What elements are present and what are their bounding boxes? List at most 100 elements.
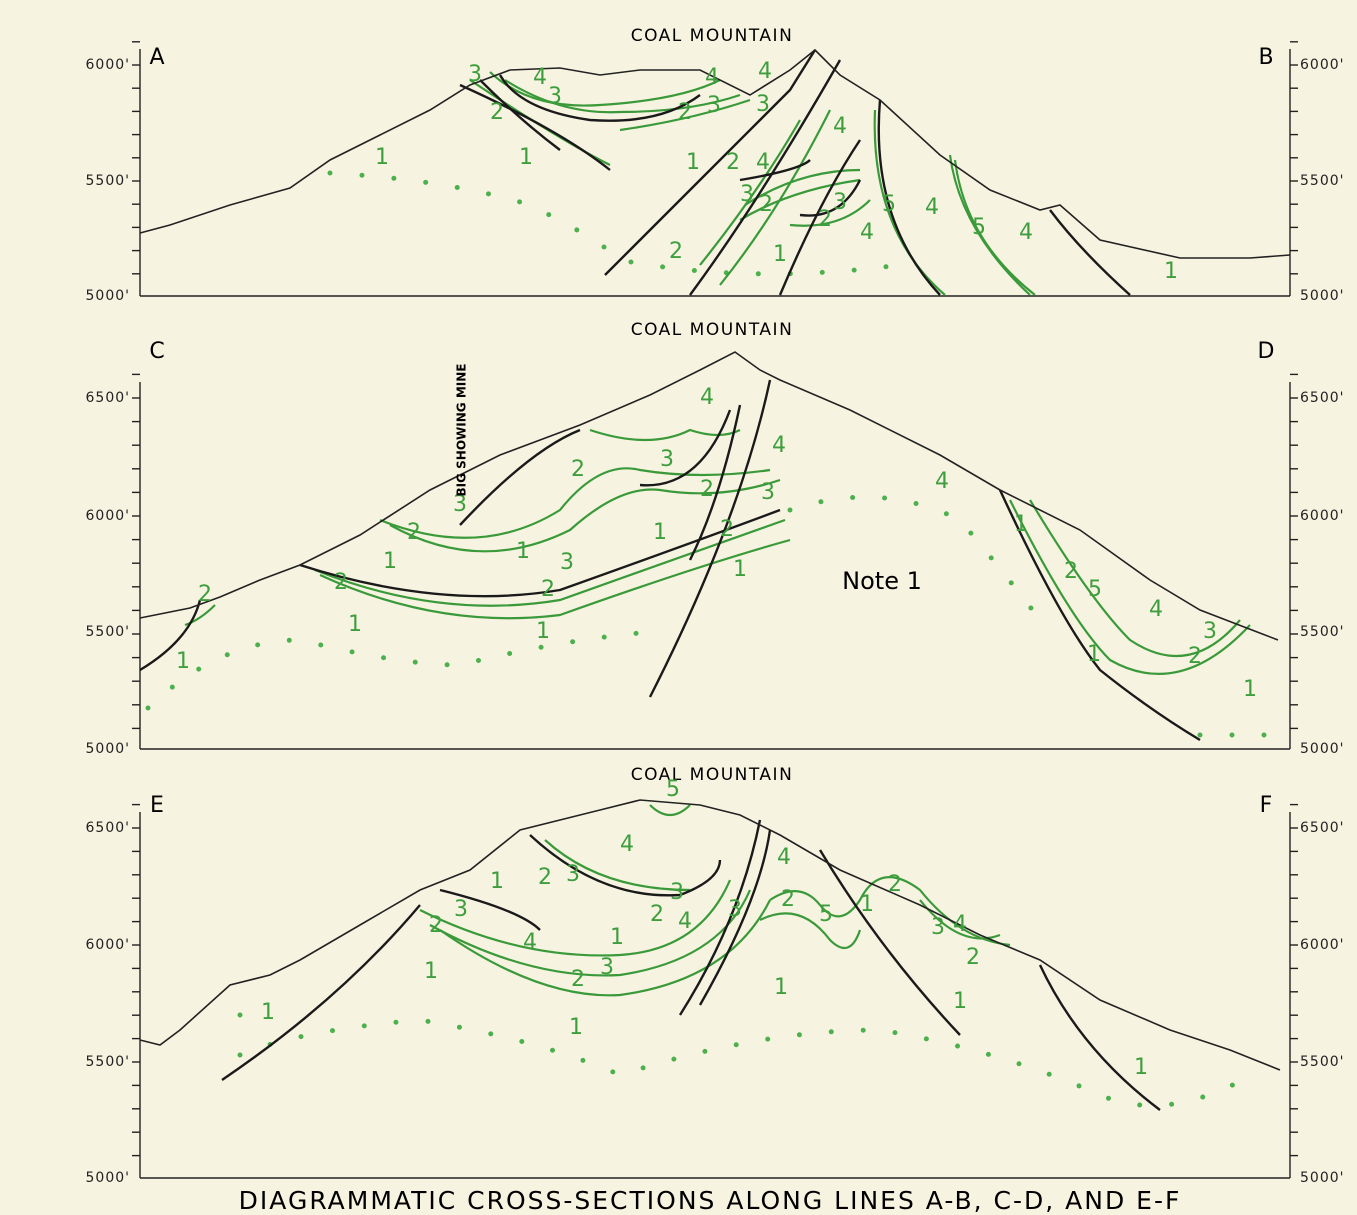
bed-contact — [429, 889, 752, 977]
unit-label: 2 — [818, 207, 832, 232]
bed-contact — [649, 804, 691, 817]
section-end: D — [1258, 339, 1275, 364]
elevation-label: 5500' — [1300, 1054, 1344, 1070]
unit-label: 4 — [756, 150, 770, 175]
unit-label: 5 — [1088, 577, 1102, 602]
elevation-label: 6000' — [86, 937, 130, 953]
elevation-label: 5500' — [86, 624, 130, 640]
unit-label: 4 — [620, 832, 634, 857]
topography — [139, 351, 1279, 641]
unit-label: 3 — [548, 84, 562, 109]
unit-label: 4 — [533, 65, 547, 90]
topography — [139, 799, 1281, 1071]
elevation-label: 6500' — [1300, 390, 1344, 406]
elevation-label: 6000' — [1300, 57, 1344, 73]
section-end: B — [1258, 45, 1273, 70]
unit-label: 3 — [560, 550, 574, 575]
bed-contact — [389, 478, 781, 553]
elevation-label: 5000' — [1300, 1170, 1344, 1186]
unit-label: 3 — [833, 190, 847, 215]
bed-contact — [419, 879, 732, 957]
unit-label: 4 — [925, 195, 939, 220]
fault — [739, 159, 811, 182]
fault — [778, 139, 861, 296]
bed-contact — [184, 604, 216, 627]
note-label: Note 1 — [842, 567, 922, 595]
unit-label: 3 — [1203, 619, 1217, 644]
unit-label: 1 — [774, 975, 788, 1000]
unit-label: 2 — [720, 517, 734, 542]
fault — [698, 829, 772, 1006]
unit-label: 1 — [519, 145, 533, 170]
unit-label: 5 — [819, 902, 833, 927]
fault — [689, 59, 842, 296]
elevation-label: 5000' — [86, 288, 130, 304]
unit-label: 1 — [536, 619, 550, 644]
elevation-label: 5500' — [1300, 624, 1344, 640]
fault — [1038, 964, 1161, 1111]
unit-label: 2 — [407, 520, 421, 545]
unit-label: 4 — [860, 220, 874, 245]
bed-contact — [699, 119, 801, 266]
fault — [459, 428, 581, 526]
unit-label: 4 — [935, 469, 949, 494]
bed-contact — [619, 98, 751, 132]
unit-label: 1 — [860, 892, 874, 917]
bed-contact — [948, 154, 1031, 296]
unit-label: 4 — [1019, 220, 1033, 245]
fault — [818, 849, 961, 1036]
fault — [459, 83, 611, 171]
fault — [221, 904, 421, 1081]
unit-label: 4 — [678, 909, 692, 934]
section-title: COAL MOUNTAIN — [631, 765, 794, 785]
elevation-label: 5000' — [1300, 288, 1344, 304]
unit-label: 4 — [523, 930, 537, 955]
fault — [1049, 209, 1131, 296]
fault — [139, 599, 202, 672]
elevation-label: 6000' — [1300, 508, 1344, 524]
dotted-contact — [237, 1012, 1263, 1109]
section-title: COAL MOUNTAIN — [631, 26, 794, 46]
unit-label: 1 — [424, 959, 438, 984]
unit-label: 2 — [781, 887, 795, 912]
bed-contact — [489, 71, 721, 107]
elevation-label: 6500' — [1300, 820, 1344, 836]
unit-label: 1 — [1087, 642, 1101, 667]
fault — [688, 404, 742, 561]
fault — [604, 49, 817, 276]
unit-label: 3 — [728, 897, 742, 922]
unit-label: 4 — [833, 114, 847, 139]
bed-contact — [1009, 499, 1251, 676]
unit-label: 2 — [571, 457, 585, 482]
unit-label: 1 — [490, 869, 504, 894]
unit-label: 4 — [953, 912, 967, 937]
main-title: DIAGRAMMATIC CROSS-SECTIONS ALONG LINES … — [239, 1186, 1182, 1215]
unit-label: 5 — [972, 215, 986, 240]
bed-contact — [314, 518, 786, 607]
bed-contact — [439, 899, 771, 997]
dotted-contact — [145, 494, 1268, 738]
unit-label: 1 — [1164, 259, 1178, 284]
unit-label: 2 — [966, 945, 980, 970]
elevation-label: 5000' — [86, 741, 130, 757]
unit-label: 3 — [740, 182, 754, 207]
unit-label: 3 — [761, 480, 775, 505]
unit-label: 3 — [468, 62, 482, 87]
unit-label: 3 — [756, 92, 770, 117]
unit-label: 3 — [566, 862, 580, 887]
unit-label: 1 — [1134, 1055, 1148, 1080]
unit-label: 3 — [453, 492, 467, 517]
unit-label: 1 — [375, 145, 389, 170]
fault — [998, 489, 1201, 742]
unit-label: 4 — [1149, 597, 1163, 622]
unit-label: 4 — [705, 65, 719, 90]
unit-label: 3 — [931, 915, 945, 940]
elevation-label: 5000' — [1300, 741, 1344, 757]
fault — [479, 79, 561, 151]
unit-label: 2 — [571, 967, 585, 992]
elevation-label: 5500' — [86, 173, 130, 189]
unit-label: 2 — [678, 100, 692, 125]
elevation-label: 5500' — [1300, 173, 1344, 189]
unit-label: 2 — [198, 582, 212, 607]
elevation-label: 5500' — [86, 1054, 130, 1070]
